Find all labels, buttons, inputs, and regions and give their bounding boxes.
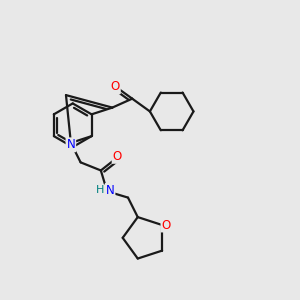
Text: O: O xyxy=(112,150,122,163)
Text: N: N xyxy=(106,184,115,197)
Text: O: O xyxy=(111,80,120,93)
Text: O: O xyxy=(161,218,171,232)
Text: N: N xyxy=(67,138,75,151)
Text: H: H xyxy=(96,185,104,195)
